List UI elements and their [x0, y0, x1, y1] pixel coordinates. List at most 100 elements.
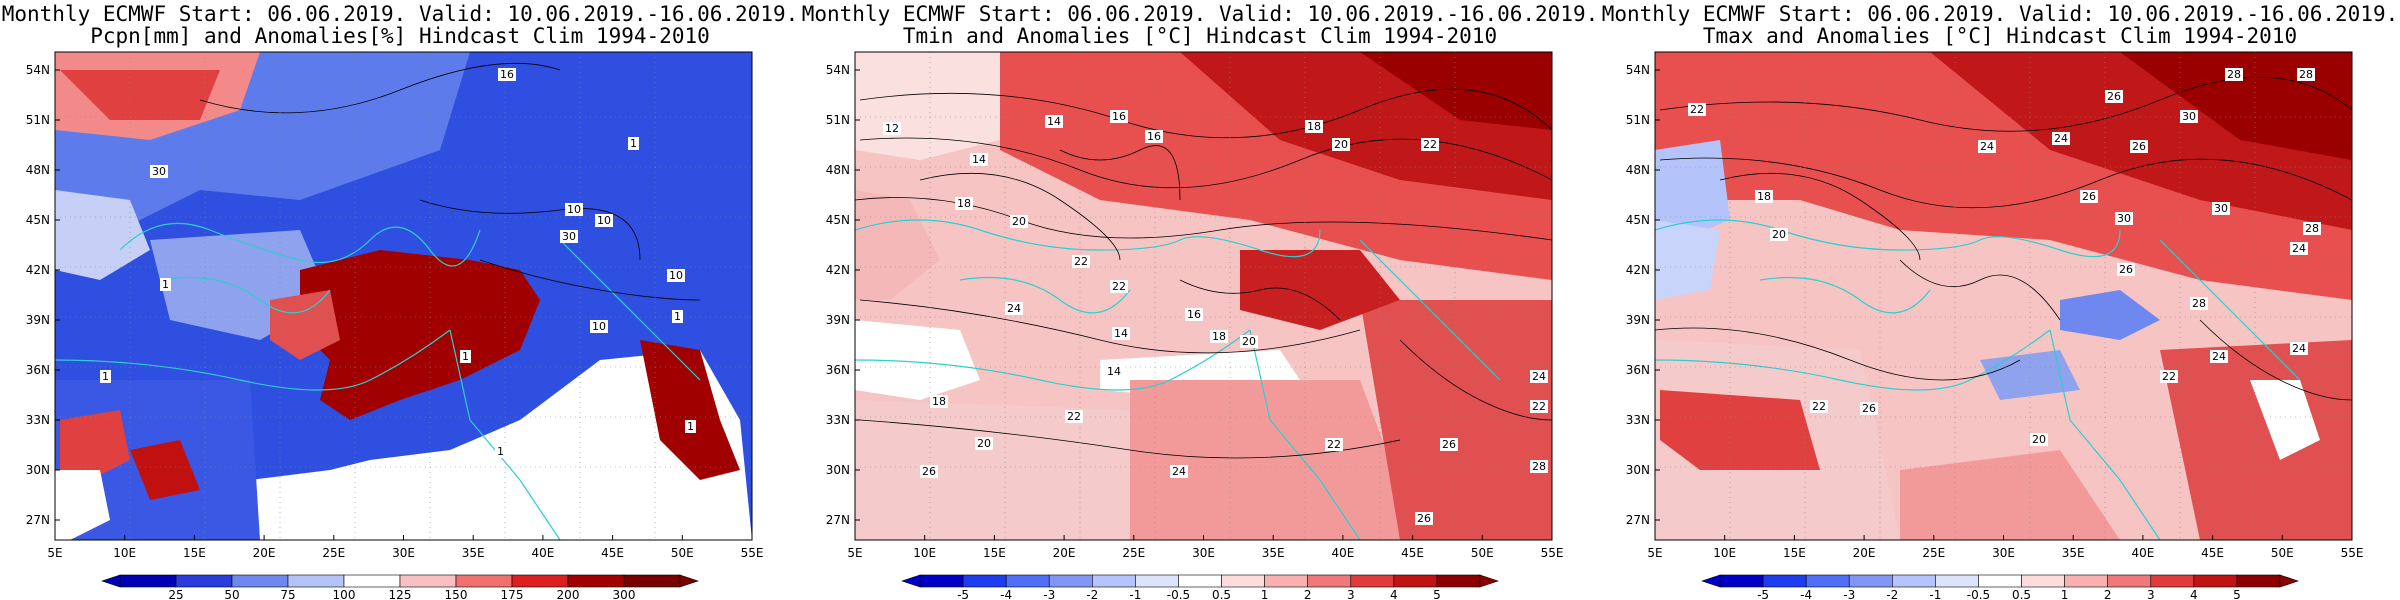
colorbar-tick-label: 200 — [557, 588, 580, 600]
colorbar-tick-label: 4 — [2190, 588, 2198, 600]
longitude-axis: 5E 10E 15E 20E 25E 30E 35E 40E 45E 50E 55E — [47, 535, 763, 560]
contour-label: 22 — [1110, 280, 1128, 293]
svg-text:20: 20 — [1242, 335, 1256, 348]
latitude-tick-label: 39N — [26, 313, 50, 327]
colorbar: -5 -4 -3 -2 -1 -0.5 0.5 1 2 3 4 5 — [1701, 574, 2299, 600]
colorbar-tick-label: 0.5 — [1212, 588, 1231, 600]
contour-label: 24 — [2210, 350, 2228, 363]
panel-title: Monthly ECMWF Start: 06.06.2019. Valid: … — [1601, 2, 2399, 26]
longitude-tick-label: 35E — [2062, 546, 2085, 560]
contour-label: 1 — [495, 445, 506, 458]
svg-text:30: 30 — [2117, 212, 2131, 225]
contour-label: 24 — [1978, 140, 1996, 153]
colorbar-segment — [1892, 574, 1936, 588]
svg-text:26: 26 — [2082, 190, 2096, 203]
colorbar-min-arrow — [901, 574, 921, 588]
latitude-tick-label: 27N — [26, 513, 50, 527]
longitude-tick-label: 40E — [1331, 546, 1354, 560]
colorbar-segment — [1719, 574, 1764, 588]
svg-text:24: 24 — [2054, 132, 2068, 145]
svg-text:16: 16 — [1147, 130, 1161, 143]
colorbar-max-arrow — [2279, 574, 2299, 588]
svg-text:28: 28 — [2305, 222, 2319, 235]
colorbar-segment — [1848, 574, 1893, 588]
longitude-tick-label: 5E — [1647, 546, 1662, 560]
latitude-tick-label: 48N — [26, 163, 50, 177]
svg-text:30: 30 — [152, 165, 166, 178]
latitude-axis: 54N 51N 48N 45N 42N 39N 36N 33N 30N 27N — [26, 63, 60, 527]
contour-label: 14 — [970, 153, 988, 166]
colorbar-tick-label: 150 — [445, 588, 468, 600]
contour-label: 28 — [2190, 297, 2208, 310]
contour-label: 14 — [1105, 365, 1123, 378]
contour-label: 14 — [1112, 327, 1130, 340]
colorbar-tick-label: 100 — [333, 588, 356, 600]
colorbar-tick-label: -5 — [957, 588, 969, 600]
svg-text:22: 22 — [2162, 370, 2176, 383]
colorbar-tick-label: 75 — [280, 588, 295, 600]
contour-label: 22 — [1810, 400, 1828, 413]
colorbar-tick-label: 5 — [2233, 588, 2241, 600]
svg-text:20: 20 — [1772, 228, 1786, 241]
colorbar-tick-label: -1 — [1129, 588, 1141, 600]
svg-text:20: 20 — [1334, 138, 1348, 151]
svg-text:16: 16 — [1112, 110, 1126, 123]
colorbar-segment — [1805, 574, 1850, 588]
colorbar-segment — [175, 574, 233, 588]
contour-label: 24 — [2052, 132, 2070, 145]
colorbar-tick-label: -3 — [1043, 588, 1055, 600]
longitude-tick-label: 55E — [1541, 546, 1564, 560]
colorbar-segment — [1436, 574, 1481, 588]
latitude-tick-label: 54N — [826, 63, 850, 77]
colorbar-segment — [2021, 574, 2065, 588]
colorbar-segment — [919, 574, 964, 588]
longitude-tick-label: 45E — [601, 546, 624, 560]
contour-label: 14 — [1045, 115, 1063, 128]
colorbar-segment — [1978, 574, 2022, 588]
svg-text:20: 20 — [1012, 215, 1026, 228]
svg-text:22: 22 — [1812, 400, 1826, 413]
svg-text:26: 26 — [1862, 402, 1876, 415]
contour-label: 1 — [460, 350, 471, 363]
latitude-tick-label: 36N — [26, 363, 50, 377]
colorbar-tick-label: -4 — [1800, 588, 1812, 600]
svg-text:28: 28 — [1532, 460, 1546, 473]
colorbar-segment — [1048, 574, 1093, 588]
svg-text:22: 22 — [1690, 103, 1704, 116]
contour-label: 22 — [1325, 438, 1343, 451]
latitude-tick-label: 51N — [26, 113, 50, 127]
colorbar: -5 -4 -3 -2 -1 -0.5 0.5 1 2 3 4 5 — [901, 574, 1499, 600]
latitude-axis: 54N 51N 48N 45N 42N 39N 36N 33N 30N 27N — [1626, 63, 1660, 527]
longitude-tick-label: 55E — [2341, 546, 2364, 560]
longitude-tick-label: 55E — [741, 546, 764, 560]
colorbar-segment — [231, 574, 289, 588]
svg-text:20: 20 — [977, 437, 991, 450]
contour-label: 24 — [2290, 342, 2308, 355]
panel-subtitle: Tmax and Anomalies [°C] Hindcast Clim 19… — [1702, 24, 2298, 48]
colorbar-segment — [1350, 574, 1395, 588]
contour-label: 26 — [2080, 190, 2098, 203]
longitude-tick-label: 10E — [113, 546, 136, 560]
colorbar-segment — [1935, 574, 1979, 588]
colorbar-tick-label: 25 — [168, 588, 183, 600]
contour-label: 26 — [2105, 90, 2123, 103]
longitude-tick-label: 15E — [1783, 546, 1806, 560]
contour-labels: 16 14 16 18 20 22 12 14 18 20 22 22 24 14 16 18 20 14 22 18… — [883, 110, 1548, 525]
latitude-tick-label: 36N — [826, 363, 850, 377]
svg-text:24: 24 — [2212, 350, 2226, 363]
svg-text:10: 10 — [592, 320, 606, 333]
latitude-tick-label: 54N — [26, 63, 50, 77]
svg-text:26: 26 — [922, 465, 936, 478]
svg-text:30: 30 — [2182, 110, 2196, 123]
colorbar-segment — [2107, 574, 2152, 588]
svg-text:18: 18 — [932, 395, 946, 408]
map-area — [854, 52, 1553, 541]
contour-label: 24 — [1530, 370, 1548, 383]
colorbar-tick-label: -2 — [1086, 588, 1098, 600]
colorbar-segment — [1005, 574, 1050, 588]
longitude-tick-label: 25E — [1122, 546, 1145, 560]
colorbar-segment — [343, 574, 401, 588]
contour-label: 26 — [2130, 140, 2148, 153]
contour-label: 30 — [2212, 202, 2230, 215]
colorbar-tick-label: 0.5 — [2012, 588, 2031, 600]
